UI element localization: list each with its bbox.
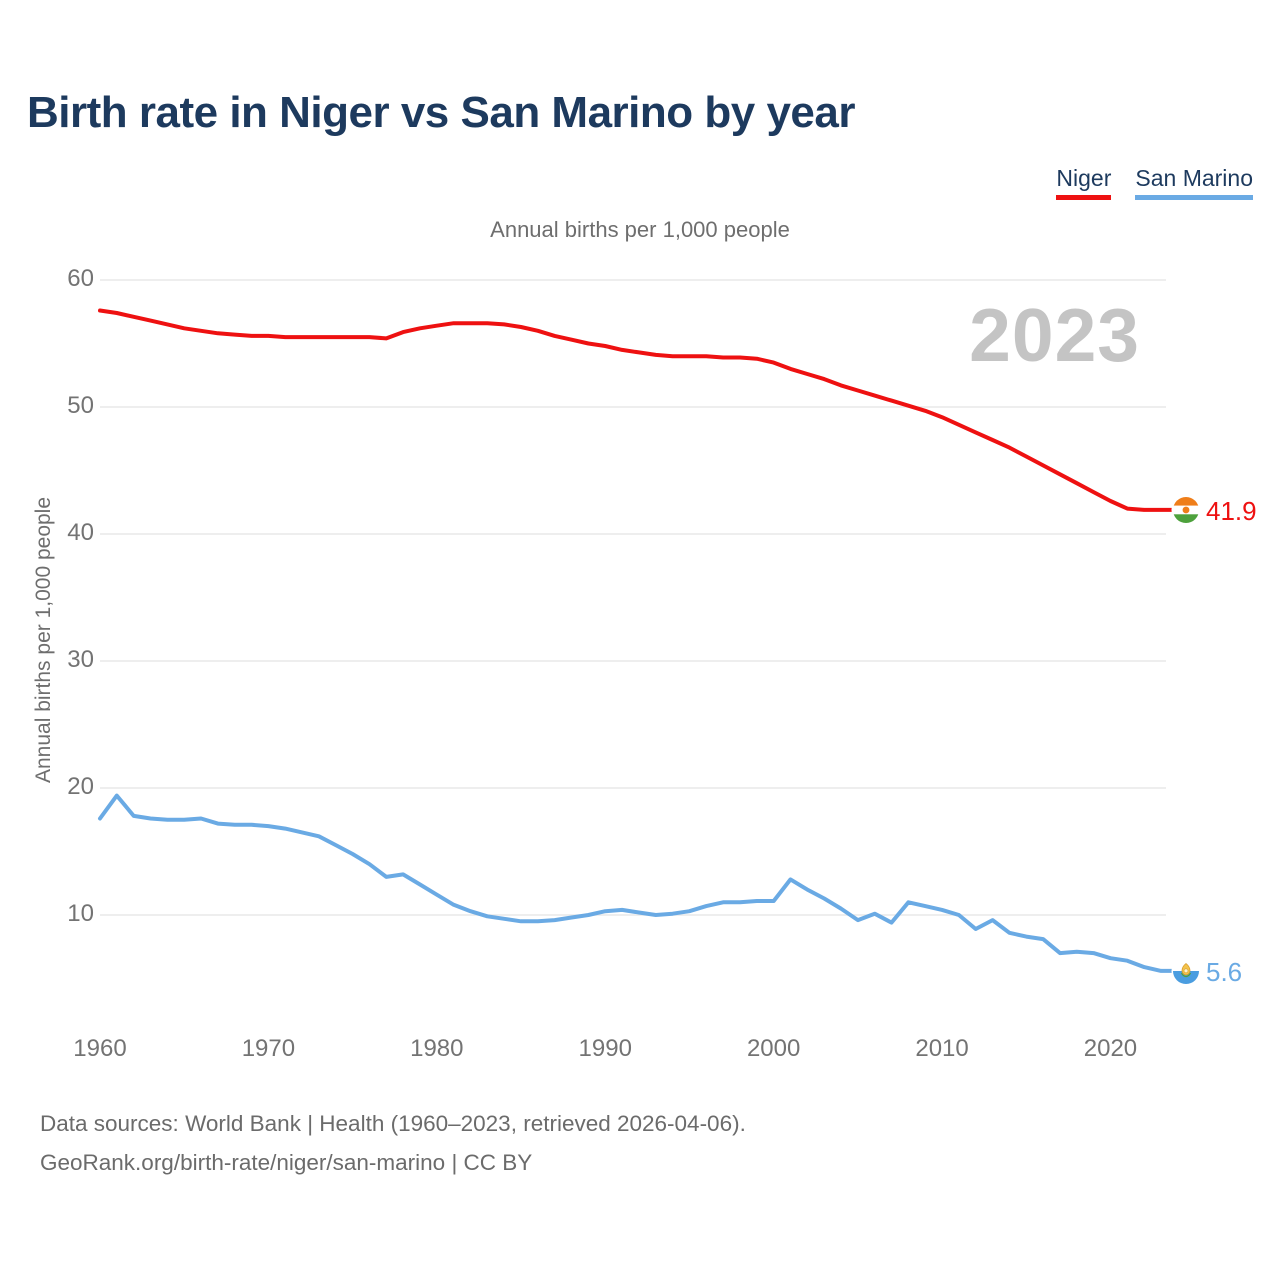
y-axis-title: Annual births per 1,000 people xyxy=(32,496,55,784)
source-note: Data sources: World Bank | Health (1960–… xyxy=(40,1104,746,1182)
chart-subtitle: Annual births per 1,000 people xyxy=(490,217,790,242)
legend-label-niger: Niger xyxy=(1056,165,1112,191)
series-line-san-marino xyxy=(98,793,1176,973)
san-marino-flag-icon xyxy=(1171,956,1201,986)
niger-end-value: 41.9 xyxy=(1206,495,1257,526)
san-marino-end-value: 5.6 xyxy=(1206,956,1243,987)
page-title: Birth rate in Niger vs San Marino by yea… xyxy=(27,88,855,137)
source-note-line1: Data sources: World Bank | Health (1960–… xyxy=(40,1111,746,1136)
watermark-year: 2023 xyxy=(969,293,1140,377)
legend-item-san-marino[interactable]: San Marino xyxy=(1135,165,1253,201)
legend-item-niger[interactable]: Niger xyxy=(1056,165,1112,201)
niger-flag-icon xyxy=(1171,495,1201,525)
legend-label-san-marino: San Marino xyxy=(1135,165,1253,191)
series-line-niger xyxy=(98,308,1176,512)
source-note-line2: GeoRank.org/birth-rate/niger/san-marino … xyxy=(40,1150,533,1175)
legend: Niger San Marino xyxy=(1056,165,1253,201)
